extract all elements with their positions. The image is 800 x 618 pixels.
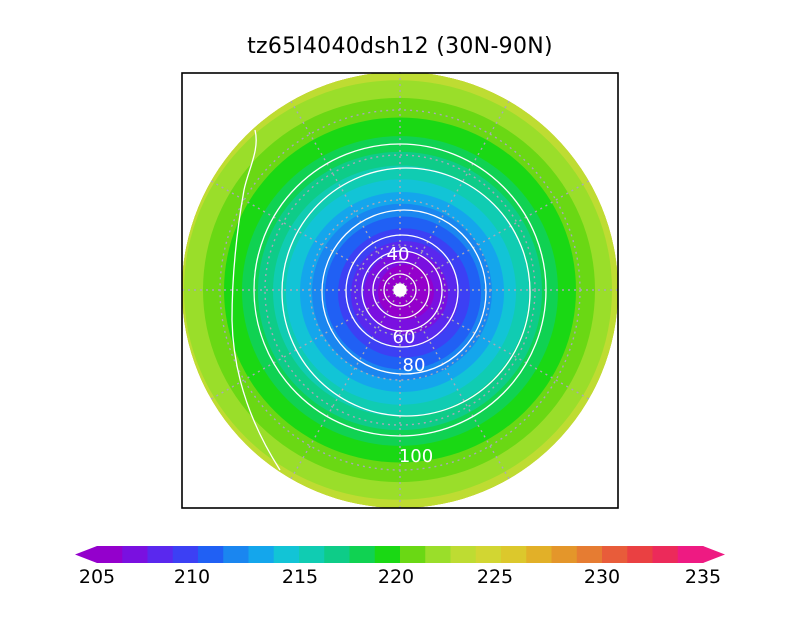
- colorbar-swatch: [299, 546, 325, 563]
- colorbar-swatch: [172, 546, 199, 563]
- contour-label: 100: [399, 446, 433, 467]
- colorbar-swatch: [400, 546, 426, 563]
- colorbar-swatch: [223, 546, 249, 563]
- latitude-circle: [264, 154, 536, 426]
- contour-line: [253, 143, 547, 437]
- colorbar-swatch: [349, 546, 376, 563]
- colorbar-swatch: [501, 546, 527, 563]
- meridian-line: [399, 289, 609, 411]
- colorbar-max-arrow: [703, 546, 725, 563]
- latitude-circle: [354, 244, 446, 336]
- colorbar-swatch: [425, 546, 451, 563]
- contour-labels: 40 60 80 100: [387, 244, 434, 467]
- contour-line: [345, 234, 459, 348]
- colorbar-swatch: [324, 546, 350, 563]
- colorbar-swatch: [374, 546, 401, 563]
- colorbar-swatch: [576, 546, 603, 563]
- contour-line: [372, 261, 430, 319]
- contour-line: [231, 129, 281, 471]
- contour-label: 80: [403, 355, 426, 376]
- colorbar-tick-label: 215: [281, 566, 319, 588]
- pole-marker: [393, 283, 407, 297]
- map-frame: [181, 72, 619, 509]
- meridian-line: [399, 169, 609, 291]
- colorbar-swatch: [526, 546, 552, 563]
- colorbar-swatch: [677, 546, 704, 563]
- contour-lines: [231, 129, 547, 471]
- colorbar-swatch: [652, 546, 679, 563]
- colorbar-swatch: [450, 546, 477, 563]
- meridian-line: [399, 81, 521, 291]
- contour-line: [281, 167, 531, 417]
- contour-label: 60: [393, 327, 416, 348]
- contour-line: [383, 273, 417, 307]
- colorbar-swatch: [602, 546, 628, 563]
- colorbar-tick-label: 220: [377, 566, 415, 588]
- colorbar-tick-label: 225: [476, 566, 514, 588]
- meridian-line: [399, 289, 521, 499]
- colorbar-tick-label: 205: [78, 566, 116, 588]
- colorbar-tick-label: 210: [173, 566, 211, 588]
- colorbar-swatch: [248, 546, 275, 563]
- meridian-line: [191, 169, 401, 291]
- colorbar-swatch: [475, 546, 502, 563]
- colorbar-min-arrow: [75, 546, 97, 563]
- map-title: tz65l4040dsh12 (30N-90N): [247, 34, 553, 59]
- colorbar-swatch: [627, 546, 653, 563]
- graticule: [182, 72, 618, 508]
- contour-line: [361, 250, 443, 332]
- colorbar-tick-label: 230: [583, 566, 621, 588]
- contour-line: [321, 209, 487, 375]
- colorbar-swatch: [122, 546, 148, 563]
- colorbar-swatch: [147, 546, 174, 563]
- colorbar-swatch: [198, 546, 224, 563]
- meridian-line: [279, 289, 401, 499]
- contour-label: 40: [387, 244, 410, 265]
- colorbar-swatch: [273, 546, 300, 563]
- meridian-line: [279, 81, 401, 291]
- colorbar-swatch: [97, 546, 123, 563]
- colorbar-swatch: [551, 546, 578, 563]
- colorbar-tick-label: 235: [684, 566, 722, 588]
